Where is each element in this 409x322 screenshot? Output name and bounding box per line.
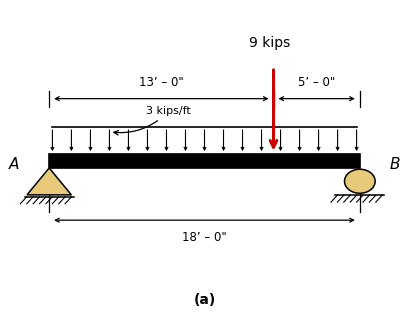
Circle shape: [344, 169, 375, 193]
Text: B: B: [390, 157, 400, 172]
Text: 9 kips: 9 kips: [249, 36, 290, 50]
Text: 18’ – 0": 18’ – 0": [182, 231, 227, 244]
Bar: [49, 154, 360, 168]
Text: A: A: [9, 157, 19, 172]
Text: 13’ – 0": 13’ – 0": [139, 76, 184, 89]
Text: 5’ – 0": 5’ – 0": [298, 76, 335, 89]
Text: (a): (a): [193, 293, 216, 307]
Polygon shape: [27, 168, 71, 195]
Text: 3 kips/ft: 3 kips/ft: [114, 106, 191, 135]
